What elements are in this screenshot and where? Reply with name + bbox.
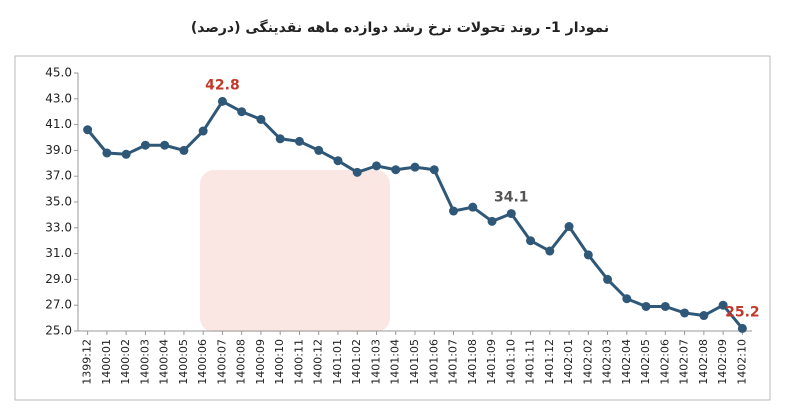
y-tick-label: 29.0 [45, 272, 72, 286]
data-point [179, 145, 189, 155]
x-tick-label: 1402:07 [678, 339, 691, 385]
data-point [506, 209, 516, 219]
data-point [314, 145, 324, 155]
x-tick-label: 1402:10 [735, 339, 748, 385]
x-tick-label: 1400:03 [138, 339, 151, 385]
x-tick-label: 1401:07 [447, 339, 460, 385]
x-tick-label: 1402:09 [716, 339, 729, 385]
x-tick-label: 1401:03 [369, 339, 382, 385]
data-point [680, 308, 690, 318]
x-tick-label: 1402:02 [581, 339, 594, 385]
y-tick-label: 33.0 [45, 220, 72, 234]
x-tick-label: 1400:12 [312, 339, 325, 385]
y-tick-label: 39.0 [45, 143, 72, 157]
y-tick-label: 43.0 [45, 91, 72, 105]
x-tick-label: 1400:01 [100, 339, 113, 385]
x-tick-label: 1401:11 [524, 339, 537, 385]
x-tick-label: 1400:07 [215, 339, 228, 385]
data-point [352, 167, 362, 177]
value-label: 42.8 [205, 77, 240, 93]
x-tick-label: 1400:05 [177, 339, 190, 385]
x-tick-label: 1400:10 [273, 339, 286, 385]
x-tick-label: 1402:03 [601, 339, 614, 385]
y-tick-label: 31.0 [45, 246, 72, 260]
y-tick-label: 25.0 [45, 324, 72, 338]
data-point [333, 156, 343, 166]
x-tick-label: 1401:12 [543, 339, 556, 385]
y-tick-label: 27.0 [45, 298, 72, 312]
data-point [718, 300, 728, 310]
x-tick-label: 1400:02 [119, 339, 132, 385]
data-point [603, 274, 613, 284]
x-tick-label: 1401:05 [408, 339, 421, 385]
data-point [83, 125, 93, 135]
data-point [391, 165, 401, 175]
x-tick-label: 1401:04 [389, 339, 402, 385]
x-tick-label: 1400:04 [158, 339, 171, 385]
x-tick-label: 1400:08 [235, 339, 248, 385]
y-tick-label: 37.0 [45, 169, 72, 183]
data-line [86, 99, 744, 330]
data-point [622, 294, 632, 304]
x-tick-label: 1401:01 [331, 339, 344, 385]
data-point [237, 107, 247, 117]
x-tick-label: 1401:10 [504, 339, 517, 385]
data-point [487, 216, 497, 226]
data-point [102, 148, 112, 158]
data-point [217, 96, 227, 106]
data-point [371, 161, 381, 171]
data-point [641, 301, 651, 311]
data-point [275, 134, 285, 144]
y-tick-label: 35.0 [45, 195, 72, 209]
x-tick-label: 1401:09 [485, 339, 498, 385]
x-tick-label: 1402:06 [658, 339, 671, 385]
y-tick-label: 41.0 [45, 117, 72, 131]
x-tick-label: 1400:11 [292, 339, 305, 385]
data-point [429, 165, 439, 175]
data-point [526, 236, 536, 246]
x-tick-label: 1400:09 [254, 339, 267, 385]
x-tick-label: 1400:06 [196, 339, 209, 385]
x-tick-label: 1401:06 [427, 339, 440, 385]
chart-frame [14, 55, 771, 401]
x-tick-label: 1402:08 [697, 339, 710, 385]
value-label: 25.2 [725, 304, 760, 320]
data-point [468, 202, 478, 212]
data-point [140, 140, 150, 150]
data-point [583, 250, 593, 260]
data-point [545, 246, 555, 256]
data-point [198, 126, 208, 136]
data-point [294, 136, 304, 146]
data-point [121, 149, 131, 159]
chart-title: نمودار 1- روند تحولات نرخ رشد دوازده ماه… [191, 19, 609, 36]
data-point [699, 311, 709, 321]
value-label: 34.1 [494, 190, 529, 206]
x-tick-label: 1402:01 [562, 339, 575, 385]
data-point [737, 323, 747, 333]
x-tick-label: 1401:08 [466, 339, 479, 385]
data-point [410, 162, 420, 172]
x-tick-label: 1401:02 [350, 339, 363, 385]
watermark [200, 170, 390, 332]
x-tick-label: 1402:04 [620, 339, 633, 385]
x-tick-label: 1402:05 [639, 339, 652, 385]
data-point [160, 140, 170, 150]
data-point [660, 301, 670, 311]
x-tick-label: 1399:12 [81, 339, 94, 385]
data-point [256, 114, 266, 124]
y-tick-label: 45.0 [45, 66, 72, 80]
data-point [449, 206, 459, 216]
data-point [564, 222, 574, 232]
